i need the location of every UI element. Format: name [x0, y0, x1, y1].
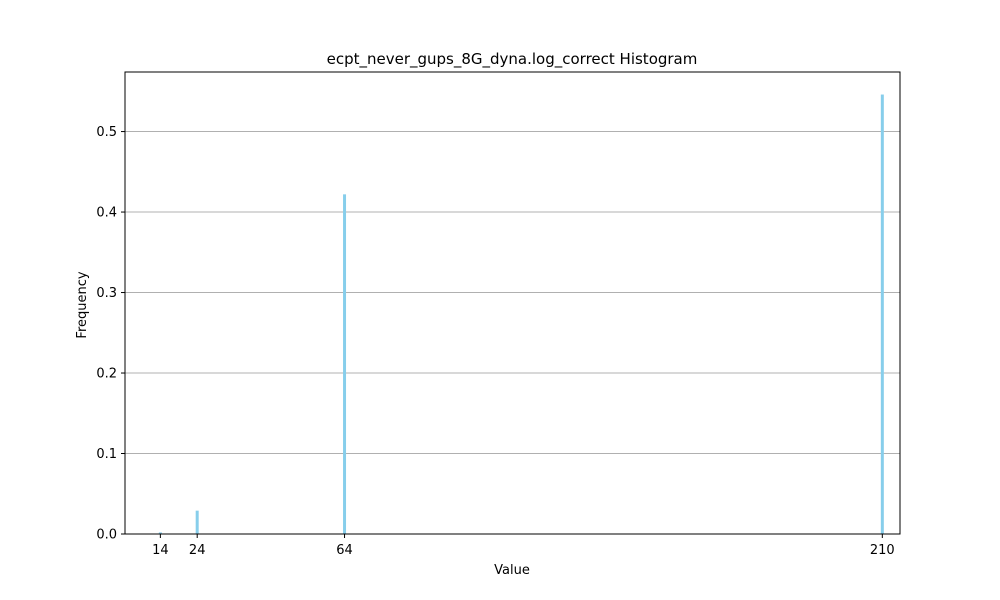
chart-title: ecpt_never_gups_8G_dyna.log_correct Hist…: [327, 50, 698, 69]
y-axis-ticks: 0.0 0.1 0.2 0.3 0.4 0.5: [96, 125, 125, 543]
y-tick-label-1: 0.1: [96, 447, 117, 462]
bars: [158, 94, 884, 534]
y-tick-label-5: 0.5: [96, 125, 117, 140]
y-tick-label-4: 0.4: [96, 206, 117, 221]
y-axis-label: Frequency: [75, 271, 90, 338]
x-axis-ticks: 14 24 64 210: [152, 534, 895, 558]
x-tick-label-3: 210: [870, 543, 895, 558]
bar-24: [195, 510, 199, 534]
x-axis-label: Value: [494, 563, 530, 578]
x-tick-label-0: 14: [152, 543, 169, 558]
y-tick-label-0: 0.0: [96, 528, 117, 543]
y-tick-label-2: 0.2: [96, 367, 117, 382]
plot-area-frame: [124, 71, 901, 535]
x-tick-label-1: 24: [189, 543, 206, 558]
bar-14: [158, 532, 162, 534]
x-tick-label-2: 64: [336, 543, 353, 558]
y-tick-label-3: 0.3: [96, 286, 117, 301]
bar-210: [880, 94, 884, 534]
gridlines: [125, 131, 900, 455]
bar-64: [343, 194, 347, 534]
